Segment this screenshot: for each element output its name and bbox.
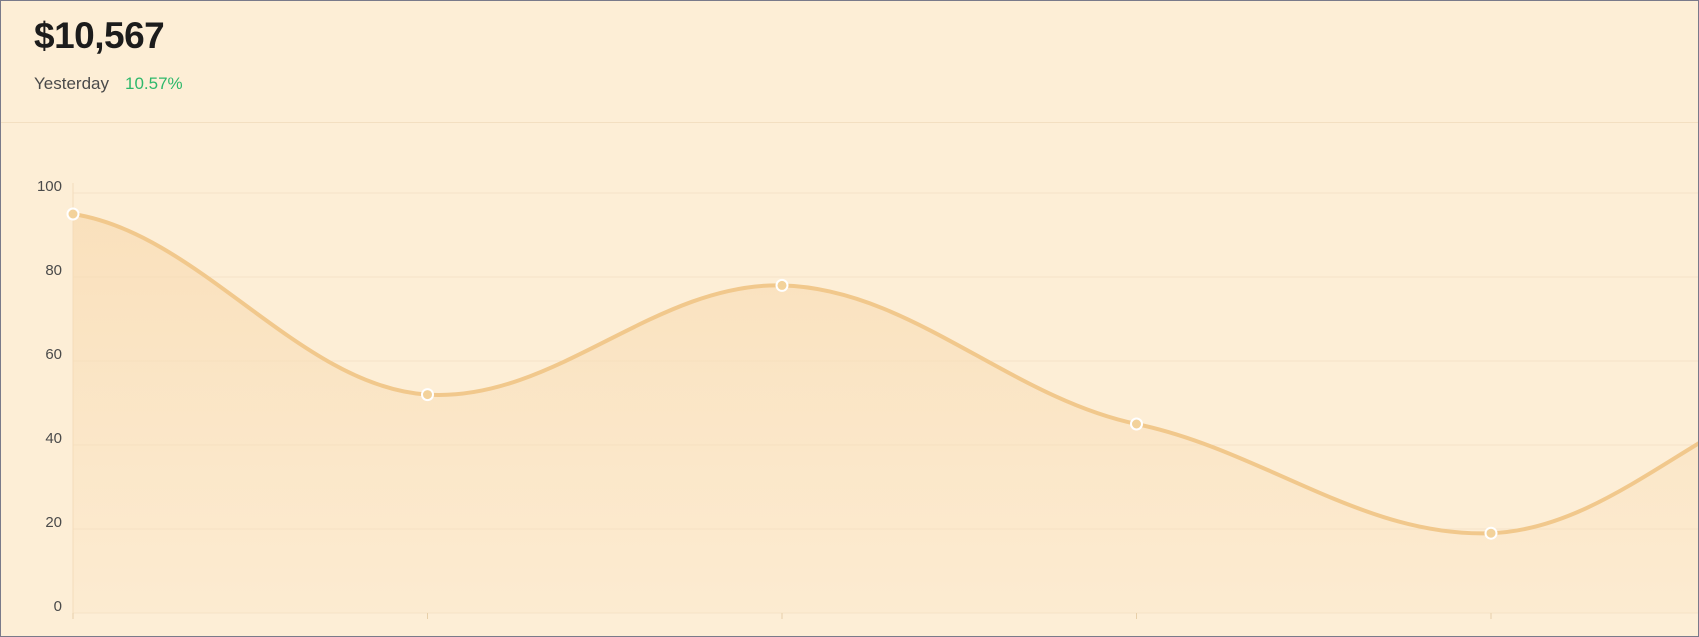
data-point[interactable] bbox=[775, 278, 789, 292]
y-tick-label: 80 bbox=[45, 262, 62, 279]
data-point[interactable] bbox=[1130, 417, 1143, 431]
area-chart: 0 20 40 60 80 100 bbox=[37, 178, 1698, 619]
y-tick-label: 60 bbox=[45, 346, 62, 363]
change-percent: 10.57% bbox=[124, 74, 183, 93]
total-amount: $10,567 bbox=[34, 15, 165, 56]
y-tick-label: 100 bbox=[37, 178, 62, 195]
series-area bbox=[73, 214, 1698, 613]
change-summary: Yesterday 10.57% bbox=[34, 74, 183, 94]
period-label: Yesterday bbox=[34, 74, 109, 93]
y-tick-label: 0 bbox=[54, 598, 62, 615]
card-header: $10,567 Yesterday 10.57% bbox=[1, 1, 1698, 123]
data-point[interactable] bbox=[421, 388, 434, 402]
x-axis bbox=[72, 613, 1492, 619]
data-points bbox=[66, 207, 1498, 540]
y-tick-label: 20 bbox=[45, 514, 62, 531]
y-tick-label: 40 bbox=[45, 430, 62, 447]
data-point[interactable] bbox=[1484, 526, 1498, 540]
y-axis: 0 20 40 60 80 100 bbox=[37, 178, 62, 615]
data-point[interactable] bbox=[66, 207, 80, 221]
series-line bbox=[71, 212, 1698, 536]
